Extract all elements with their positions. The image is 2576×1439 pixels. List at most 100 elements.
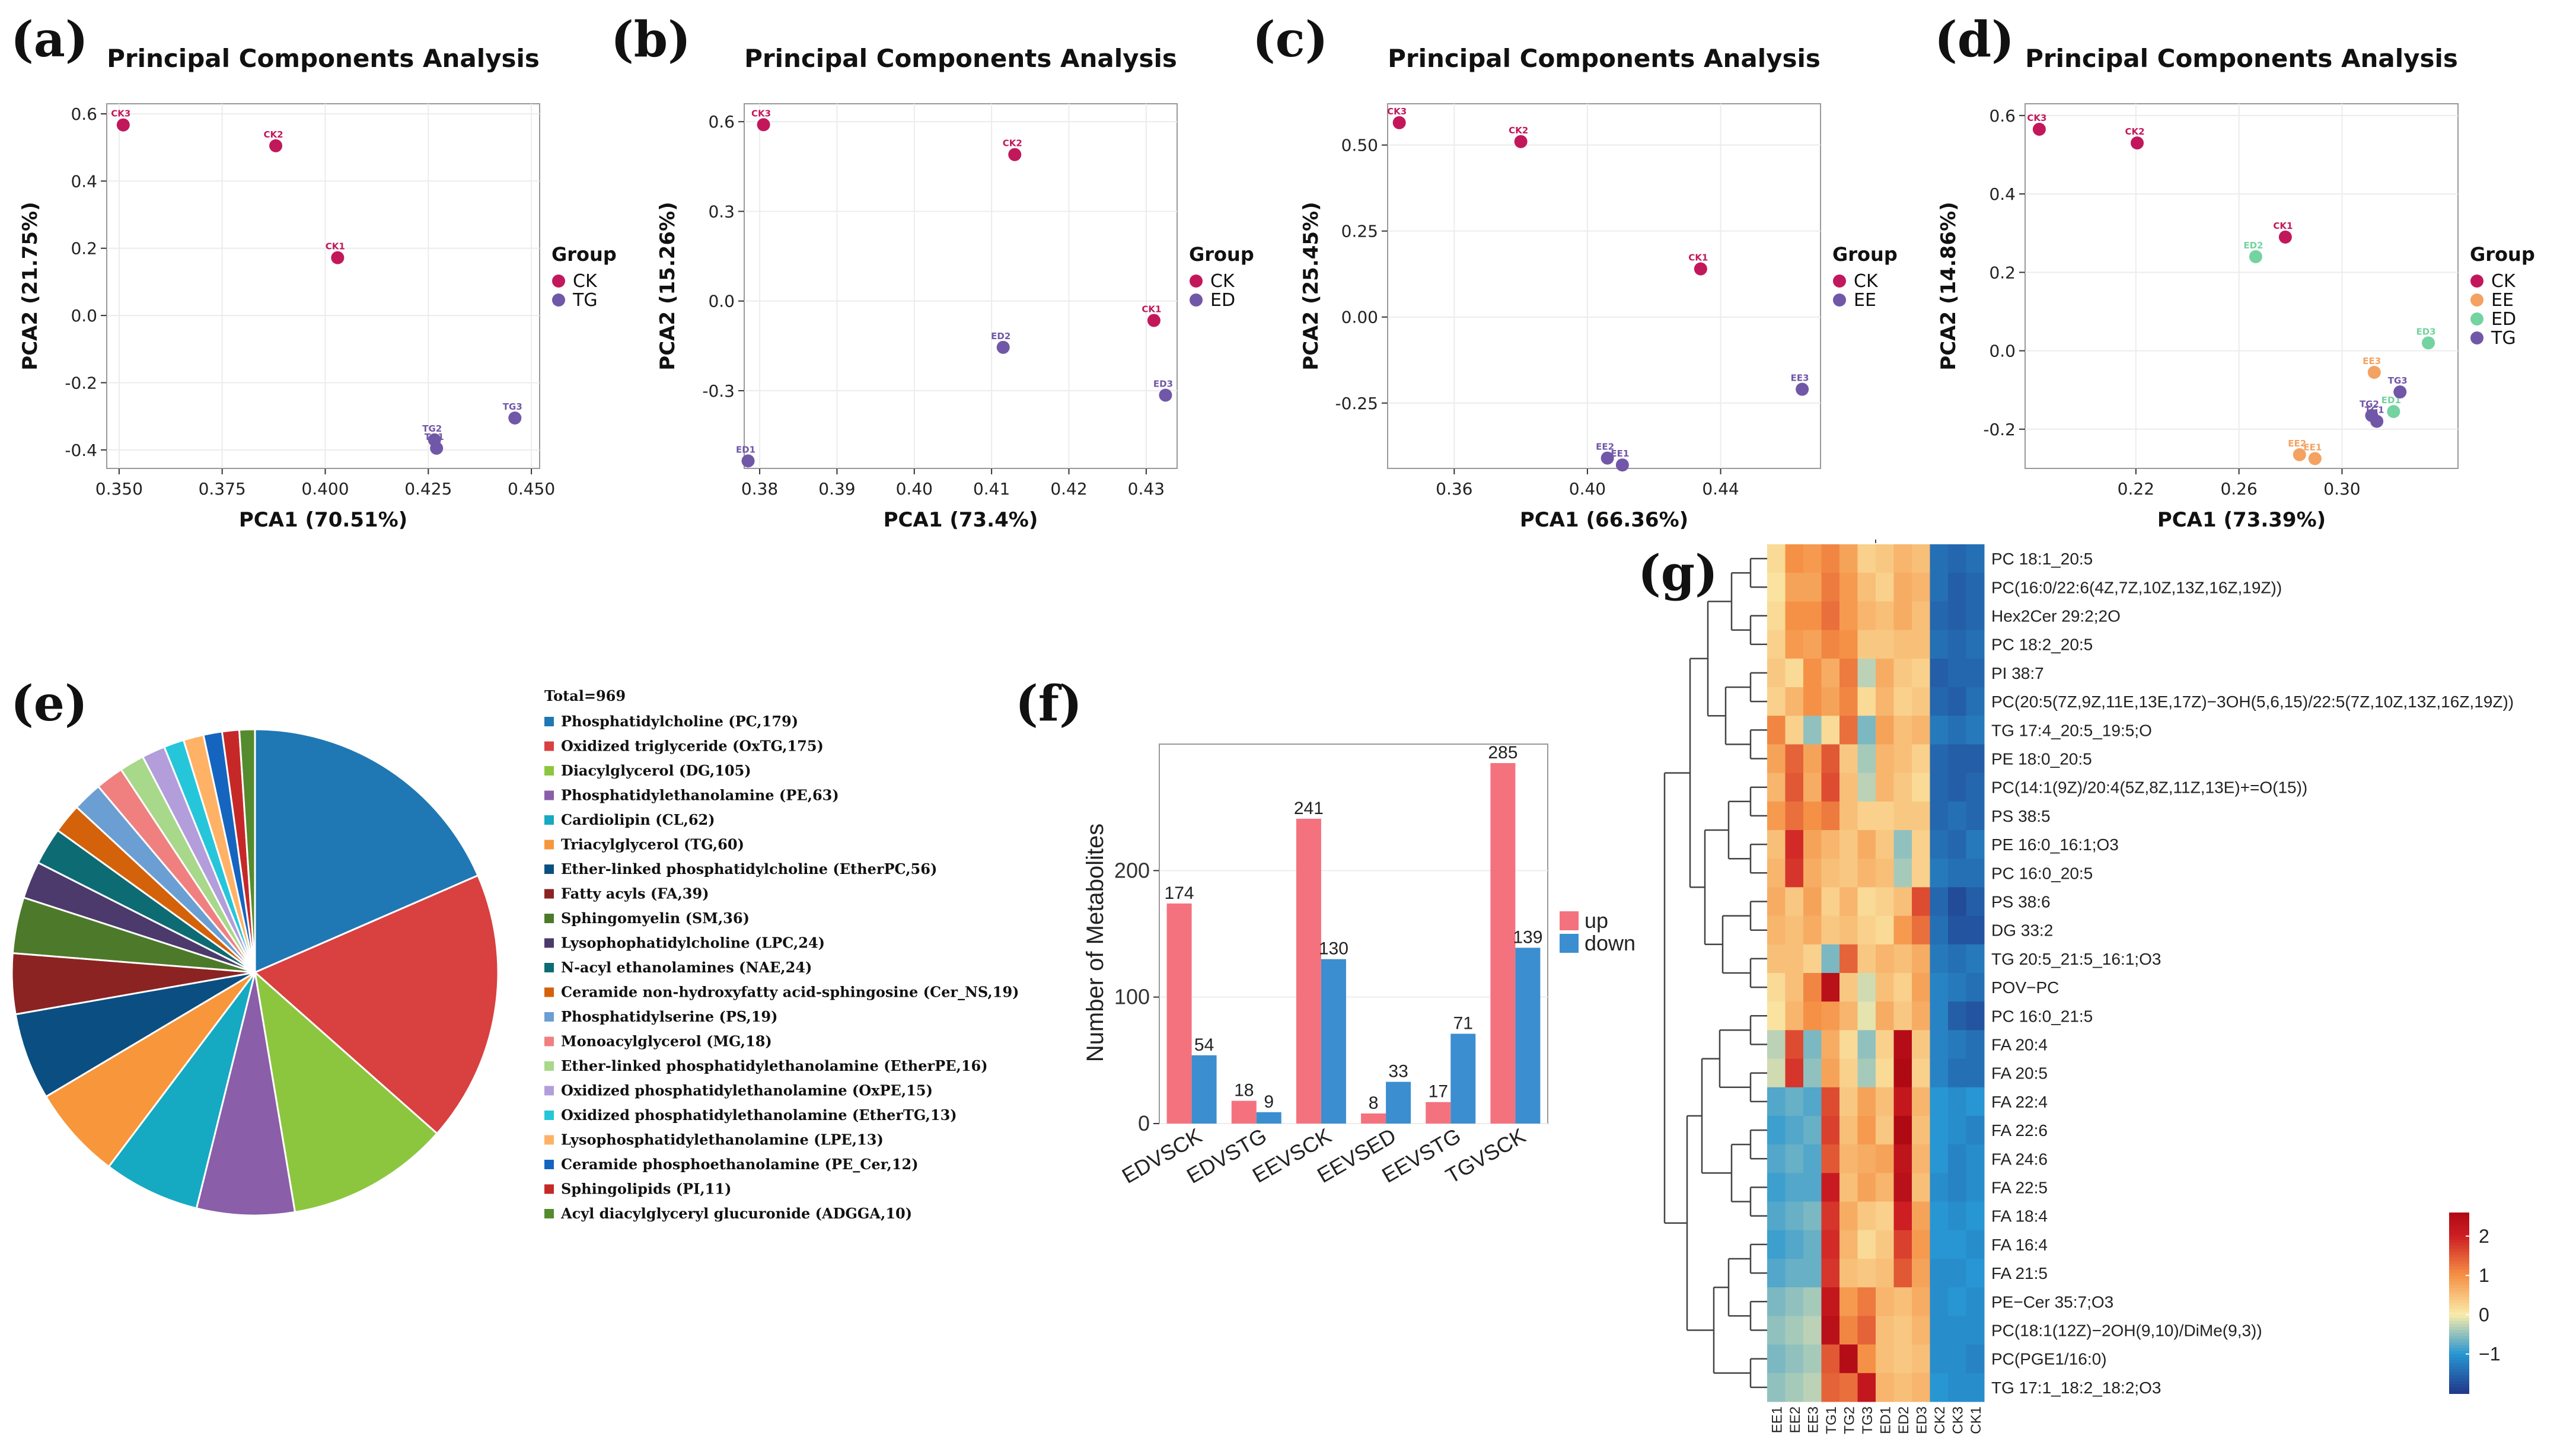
heatmap-cell: [1966, 859, 1985, 888]
heatmap-cell: [1785, 1230, 1804, 1259]
panel-label: (c): [1252, 11, 1328, 68]
column-label: EE3: [1805, 1406, 1821, 1433]
point-label: TG3: [2388, 375, 2408, 386]
heatmap-cell: [1839, 1001, 1858, 1030]
heatmap-cell: [1785, 658, 1804, 688]
heatmap-cell: [1821, 973, 1840, 1002]
heatmap-cell: [1912, 1373, 1930, 1402]
bar-up: [1231, 1100, 1257, 1124]
heatmap-cell: [1912, 1173, 1930, 1202]
heatmap-cell: [1876, 1116, 1894, 1145]
heatmap-cell: [1821, 1201, 1840, 1231]
heatmap-cell: [1803, 1144, 1822, 1173]
heatmap-cell: [1893, 716, 1912, 745]
colorbar-segment: [2449, 1266, 2469, 1271]
heatmap-cell: [1948, 915, 1966, 945]
x-tick-label: 0.400: [301, 479, 349, 499]
heatmap-cell: [1948, 744, 1966, 774]
legend-label: TG: [2491, 328, 2516, 349]
heatmap-cell: [1930, 1058, 1949, 1088]
heatmap-cell: [1876, 544, 1894, 573]
heatmap-cell: [1803, 716, 1822, 745]
heatmap-cell: [1930, 1230, 1949, 1259]
panel-label: (f): [1015, 675, 1082, 732]
pie-slice: [238, 728, 256, 973]
heatmap-cell: [1803, 1001, 1822, 1030]
heatmap-cell: [1930, 1087, 1949, 1116]
pie-legend-label: Ceramide phosphoethanolamine (PE_Cer,12): [561, 1156, 919, 1173]
heatmap-cell: [1912, 887, 1930, 917]
pie-legend-label: Lysophophatidylcholine (LPC,24): [561, 934, 825, 952]
heatmap-cell: [1803, 1087, 1822, 1116]
heatmap-cell: [1857, 973, 1876, 1002]
y-tick-label: 0.0: [71, 306, 97, 326]
heatmap-cell: [1803, 801, 1822, 831]
x-tick-label: 0.41: [973, 479, 1010, 499]
heatmap-cell: [1839, 573, 1858, 602]
heatmap-cell: [1966, 573, 1985, 602]
heatmap-cell: [1857, 1230, 1876, 1259]
pie-legend-label: Oxidized phosphatidylethanolamine (OxPE,…: [561, 1082, 933, 1099]
heatmap-cell: [1930, 1201, 1949, 1231]
x-axis-label: PCA1 (73.4%): [884, 508, 1038, 532]
heatmap-cell: [1876, 801, 1894, 831]
heatmap-cell: [1893, 1030, 1912, 1060]
heatmap-cell: [1912, 1201, 1930, 1231]
colorbar-segment: [2449, 1327, 2469, 1331]
heatmap-cell: [1803, 658, 1822, 688]
heatmap-cell: [1912, 1344, 1930, 1374]
heatmap-cell: [1839, 1316, 1858, 1345]
heatmap-cell: [1767, 973, 1786, 1002]
heatmap-cell: [1948, 1116, 1966, 1145]
data-point-ed2: [996, 340, 1010, 354]
legend-swatch: [1833, 293, 1846, 307]
heatmap-cell: [1876, 830, 1894, 859]
heatmap-cell: [1930, 1001, 1949, 1030]
heatmap-cell: [1966, 801, 1985, 831]
pie-legend-swatch: [544, 840, 554, 850]
heatmap-cell: [1930, 1316, 1949, 1345]
pie-legend-label: Oxidized triglyceride (OxTG,175): [561, 738, 824, 755]
heatmap-cell: [1893, 1230, 1912, 1259]
y-tick-label: 0.2: [1989, 263, 2016, 282]
point-label: CK3: [2027, 113, 2046, 123]
heatmap-cell: [1839, 1116, 1858, 1145]
pie-legend-swatch: [544, 717, 554, 726]
bar-value-label: 139: [1513, 927, 1542, 947]
heatmap-cell: [1767, 1030, 1786, 1060]
heatmap-cell: [1857, 744, 1876, 774]
heatmap-cell: [1966, 1259, 1985, 1288]
heatmap-cell: [1767, 1259, 1786, 1288]
legend-label: ED: [1210, 290, 1235, 311]
pie-legend-swatch: [544, 864, 554, 874]
heatmap-cell: [1930, 1287, 1949, 1316]
x-tick-label: 0.43: [1128, 479, 1165, 499]
colorbar-segment: [2449, 1300, 2469, 1304]
heatmap-cell: [1821, 887, 1840, 917]
heatmap-cell: [1912, 573, 1930, 602]
pie-legend-label: Phosphatidylethanolamine (PE,63): [561, 787, 839, 804]
heatmap-cell: [1893, 687, 1912, 716]
heatmap-cell: [1948, 1144, 1966, 1173]
heatmap-cell: [1767, 1144, 1786, 1173]
heatmap-cell: [1930, 801, 1949, 831]
heatmap-cell: [1930, 544, 1949, 573]
heatmap-cell: [1912, 658, 1930, 688]
heatmap-cell: [1821, 716, 1840, 745]
heatmap-cell: [1767, 887, 1786, 917]
heatmap-cell: [1930, 1030, 1949, 1060]
data-point-tg1: [2370, 414, 2384, 428]
heatmap-cell: [1893, 859, 1912, 888]
pie-slice: [195, 972, 297, 1217]
heatmap-cell: [1893, 544, 1912, 573]
legend-swatch: [1560, 911, 1579, 930]
heatmap-cell: [1821, 1001, 1840, 1030]
heatmap-cell: [1876, 601, 1894, 631]
heatmap-cell: [1821, 1344, 1840, 1374]
heatmap-cell: [1785, 1316, 1804, 1345]
panel-label: (b): [611, 11, 691, 68]
pie-slice: [254, 728, 479, 974]
y-tick-label: -0.4: [65, 441, 97, 460]
heatmap-cell: [1821, 573, 1840, 602]
